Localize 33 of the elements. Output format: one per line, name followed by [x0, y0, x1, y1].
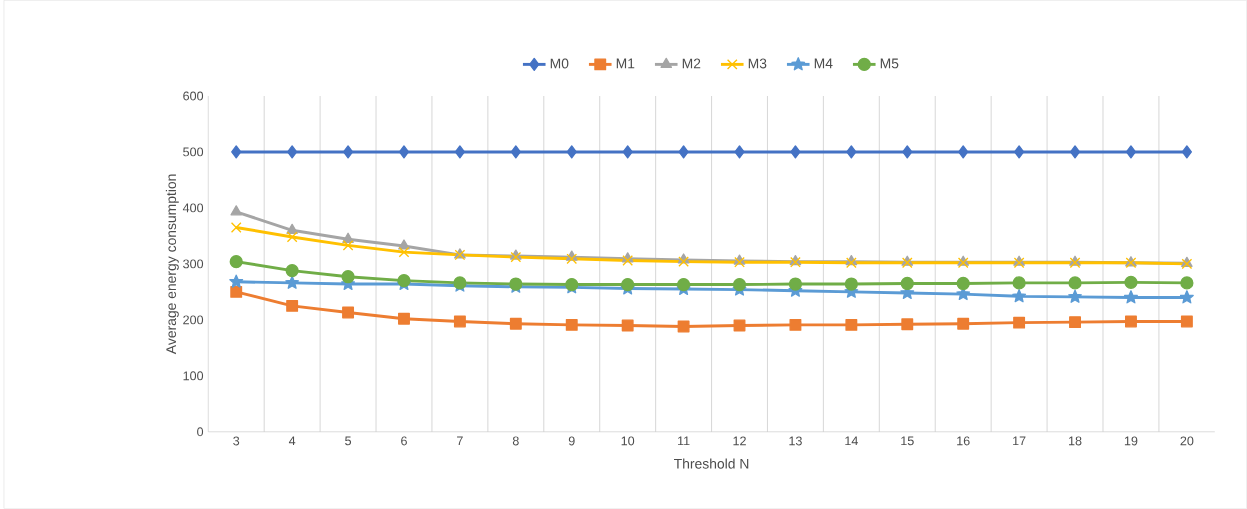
- x-tick-label: 3: [233, 436, 240, 446]
- y-axis-title: Average energy consumption: [165, 174, 179, 355]
- y-tick-label: 400: [182, 203, 204, 213]
- legend-label: M0: [550, 58, 569, 69]
- x-axis-title: Threshold N: [674, 458, 749, 469]
- x-tick-label: 18: [1069, 436, 1082, 446]
- x-tick-label: 7: [457, 436, 463, 446]
- x-tick-label: 6: [401, 436, 407, 446]
- y-tick-label: 200: [183, 315, 204, 325]
- x-tick-label: 20: [1180, 436, 1194, 446]
- x-tick-label: 12: [733, 436, 746, 446]
- x-tick-label: 17: [1013, 436, 1026, 446]
- x-tick-label: 9: [568, 436, 575, 446]
- x-tick-label: 10: [621, 436, 635, 446]
- x-tick-label: 13: [789, 436, 802, 446]
- y-tick-label: 300: [183, 259, 204, 269]
- legend-label: M4: [814, 58, 833, 69]
- x-tick-label: 16: [957, 436, 970, 446]
- y-tick-label: 500: [183, 147, 204, 157]
- x-tick-label: 8: [512, 436, 519, 446]
- y-tick-label: 0: [197, 427, 204, 437]
- y-tick-label: 600: [183, 91, 204, 101]
- legend-label: M2: [682, 58, 701, 69]
- x-tick-label: 11: [678, 436, 690, 446]
- legend-label: M1: [616, 58, 635, 69]
- x-tick-label: 5: [345, 436, 352, 446]
- legend-label: M5: [880, 58, 899, 69]
- x-tick-label: 15: [901, 436, 914, 446]
- y-tick-label: 100: [183, 371, 204, 381]
- x-tick-label: 14: [845, 436, 858, 446]
- legend-label: M3: [748, 58, 767, 69]
- x-tick-label: 19: [1124, 436, 1138, 446]
- x-tick-label: 4: [288, 436, 296, 446]
